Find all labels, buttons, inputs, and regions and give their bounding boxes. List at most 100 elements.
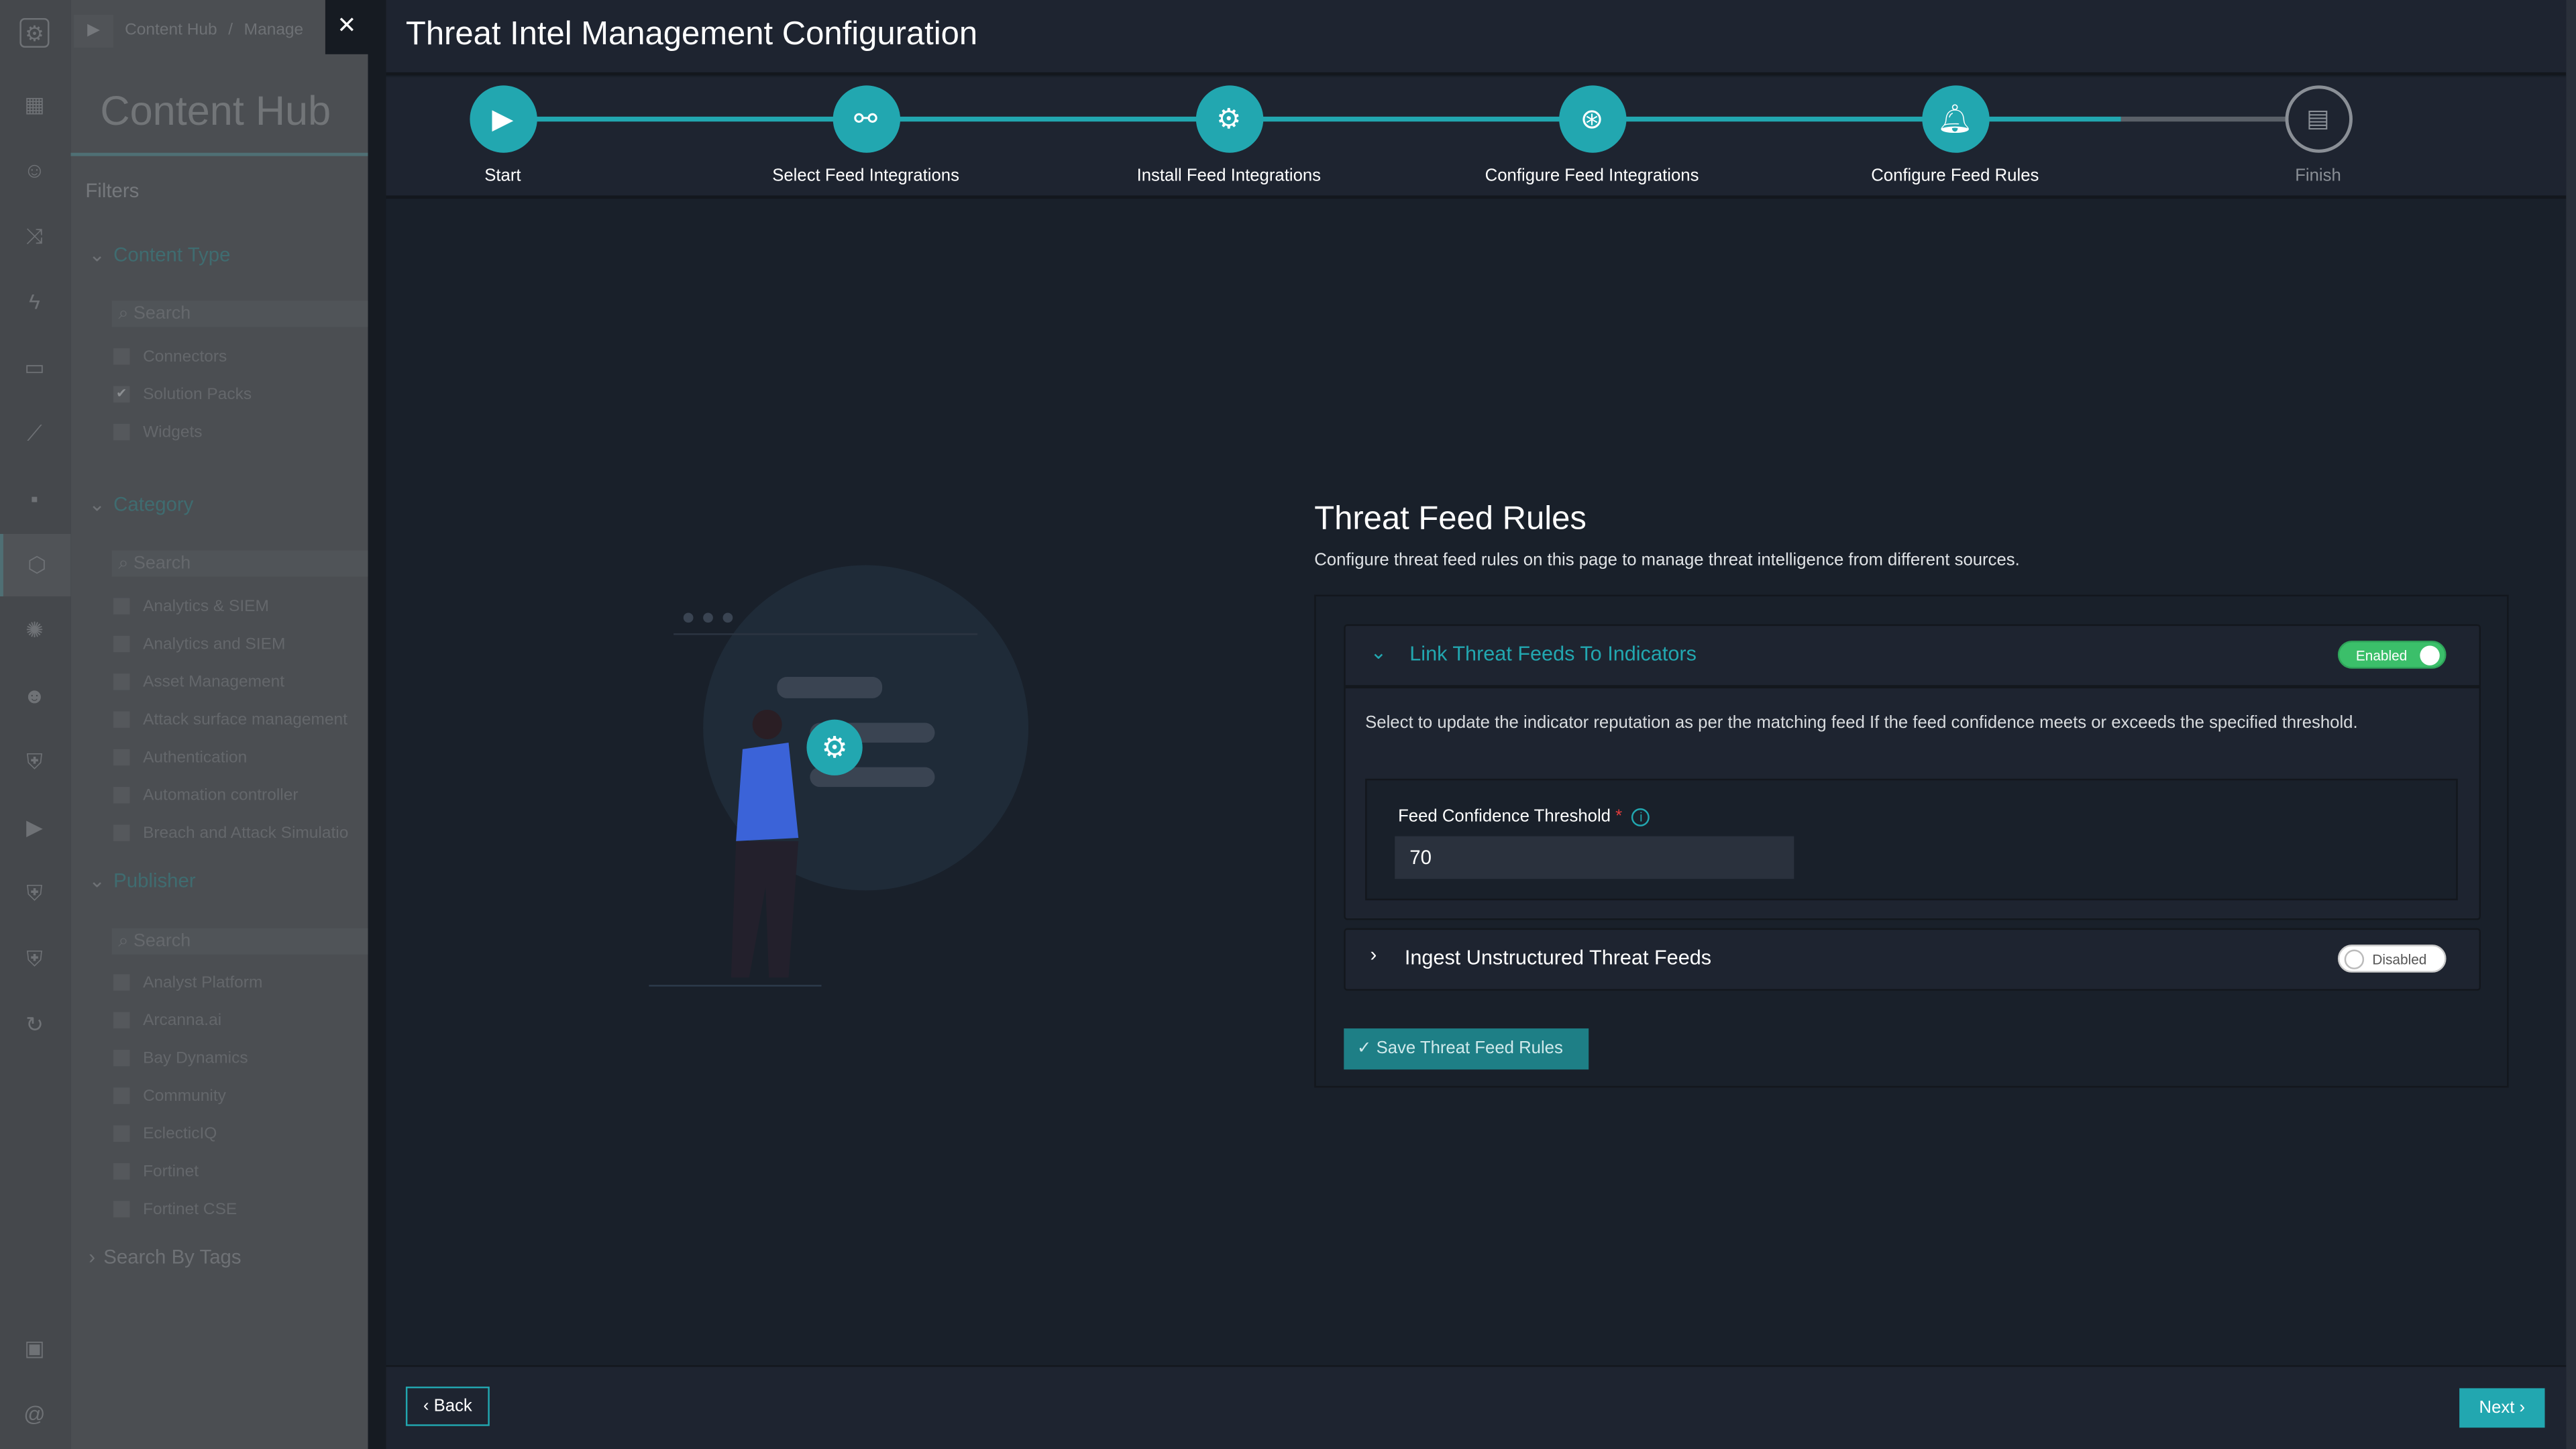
step-label: Configure Feed Rules — [1871, 166, 2039, 186]
section-category[interactable]: ⌄ Category — [89, 493, 193, 516]
scrollbar[interactable] — [2566, 0, 2576, 1449]
enabled-toggle[interactable]: Enabled — [2337, 641, 2447, 669]
disabled-toggle[interactable]: Disabled — [2337, 945, 2447, 973]
next-button[interactable]: Next › — [2459, 1388, 2545, 1428]
category-search[interactable]: ⌕ Search — [111, 550, 368, 577]
step-configure-feed-rules[interactable]: 🔔︎ Configure Feed Rules — [1823, 85, 2086, 186]
checkbox-category[interactable]: Automation controller — [113, 787, 299, 806]
toggle-label: Enabled — [2355, 647, 2408, 664]
checkbox-publisher[interactable]: Community — [113, 1087, 226, 1107]
trash-icon[interactable]: ▣ — [24, 1336, 45, 1360]
checkbox-label: Automation controller — [143, 787, 299, 806]
threshold-input[interactable] — [1395, 836, 1794, 879]
section-label: Category — [113, 492, 194, 516]
panel-title: Content Hub — [100, 89, 331, 135]
checkbox-label: Authentication — [143, 749, 248, 767]
label-text: Feed Confidence Threshold — [1398, 806, 1611, 826]
shuffle-icon[interactable]: ⤨ — [25, 223, 44, 248]
gear-install-icon: ⚙ — [1195, 85, 1263, 153]
checkbox-label: Connectors — [143, 348, 227, 367]
checkbox-publisher[interactable]: Arcanna.ai — [113, 1012, 221, 1032]
expand-button[interactable]: ▶ — [74, 15, 113, 48]
playbook-icon[interactable]: ▶ — [26, 814, 43, 840]
content-hub-icon[interactable]: ⬡ — [0, 533, 71, 596]
back-button[interactable]: ‹ Back — [405, 1386, 490, 1426]
save-threat-feed-rules-button[interactable]: ✓ Save Threat Feed Rules — [1344, 1028, 1589, 1070]
checkbox-category[interactable]: Attack surface management — [113, 711, 347, 731]
widgets-icon[interactable]: ▪ — [30, 486, 39, 511]
checkbox-label: Analyst Platform — [143, 974, 263, 993]
checkbox-publisher[interactable]: Fortinet — [113, 1163, 199, 1183]
chevron-down-icon: ⌄ — [1370, 641, 1387, 664]
checkbox-label: Analytics and SIEM — [143, 635, 286, 654]
checkbox[interactable] — [113, 424, 130, 441]
checkbox-category[interactable]: Asset Management — [113, 674, 284, 693]
settings-icon[interactable]: ✺ — [25, 617, 44, 643]
search-placeholder: Search — [133, 304, 191, 324]
threat-feed-rules-card: ⌄ Link Threat Feeds To Indicators Enable… — [1314, 594, 2509, 1088]
chevron-right-icon: › — [1370, 943, 1377, 967]
progress-line-pending — [2121, 116, 2318, 122]
accordion-header[interactable]: › Ingest Unstructured Threat Feeds Disab… — [1346, 930, 2479, 989]
checkbox-publisher[interactable]: Bay Dynamics — [113, 1050, 248, 1069]
bolt-icon[interactable]: ϟ — [28, 289, 40, 314]
section-label: Content Type — [113, 243, 231, 266]
step-label: Configure Feed Integrations — [1485, 166, 1699, 186]
at-icon[interactable]: @ — [23, 1401, 46, 1426]
configure-icon: ⊛ — [1558, 85, 1626, 153]
content-type-search[interactable]: ⌕ Search — [111, 301, 368, 327]
breadcrumb-content-hub[interactable]: Content Hub — [125, 21, 217, 40]
section-content-type[interactable]: ⌄ Content Type — [89, 243, 230, 266]
checkbox-widgets[interactable]: Widgets — [113, 424, 203, 443]
checkbox-checked[interactable]: ✔ — [113, 386, 130, 403]
briefcase-icon[interactable]: ▭ — [24, 354, 45, 380]
info-icon[interactable]: i — [1631, 808, 1650, 826]
filters-label: Filters — [85, 178, 140, 203]
checkbox-category[interactable]: Authentication — [113, 749, 247, 769]
checkbox-category[interactable]: Analytics and SIEM — [113, 636, 285, 655]
report-icon: ▤ — [2284, 85, 2352, 153]
checkbox-publisher[interactable]: Analyst Platform — [113, 974, 262, 994]
checkbox-category[interactable]: Analytics & SIEM — [113, 598, 269, 617]
section-search-by-tags[interactable]: › Search By Tags — [89, 1245, 241, 1268]
chart-icon[interactable]: ⟋ — [27, 420, 42, 445]
checkbox-category[interactable]: Breach and Attack Simulatio — [113, 824, 348, 844]
accordion-header[interactable]: ⌄ Link Threat Feeds To Indicators Enable… — [1346, 626, 2479, 685]
shield-lock-icon[interactable]: ⛨ — [26, 946, 43, 971]
step-finish[interactable]: ▤ Finish — [2187, 85, 2450, 186]
dashboard-icon[interactable]: ▦ — [24, 92, 45, 117]
button-label: Next — [2479, 1398, 2515, 1418]
wizard: Threat Intel Management Configuration ▶ S… — [386, 0, 2567, 1449]
checkbox-connectors[interactable]: Connectors — [113, 348, 227, 368]
users-icon[interactable]: ☺ — [23, 158, 46, 182]
chevron-right-icon: › — [89, 1245, 96, 1269]
breadcrumb-manage[interactable]: Manage — [244, 21, 304, 40]
checkbox-solution-packs[interactable]: ✔ Solution Packs — [113, 386, 252, 406]
svg-text:⚙: ⚙ — [821, 731, 848, 764]
checkbox[interactable] — [113, 349, 130, 366]
step-label: Finish — [2295, 166, 2341, 186]
gear-icon — [806, 719, 863, 775]
step-select-feed-integrations[interactable]: ⚯ Select Feed Integrations — [735, 85, 998, 186]
chevron-right-icon: › — [2514, 1398, 2526, 1418]
step-start[interactable]: ▶ Start — [371, 85, 634, 186]
section-publisher[interactable]: ⌄ Publisher — [89, 869, 195, 892]
app-logo-icon[interactable]: ⚙ — [19, 17, 50, 48]
step-install-feed-integrations[interactable]: ⚙ Install Feed Integrations — [1097, 85, 1360, 186]
step-configure-feed-integrations[interactable]: ⊛ Configure Feed Integrations — [1460, 85, 1723, 186]
check-icon: ✓ — [1356, 1038, 1377, 1059]
checkbox-publisher[interactable]: EclecticIQ — [113, 1126, 217, 1145]
checkbox-label: Fortinet — [143, 1163, 199, 1181]
team-icon[interactable]: ☻ — [23, 683, 46, 708]
checkbox-publisher[interactable]: Fortinet CSE — [113, 1201, 237, 1220]
search-placeholder: Search — [133, 553, 191, 574]
chevron-down-icon: ⌄ — [89, 492, 105, 516]
sync-icon[interactable]: ↻ — [25, 1012, 44, 1037]
publisher-search[interactable]: ⌕ Search — [111, 928, 368, 955]
accordion-link-threat-feeds: ⌄ Link Threat Feeds To Indicators Enable… — [1344, 624, 2481, 920]
button-label: Back — [433, 1396, 472, 1417]
shield-pulse-icon[interactable]: ⛨ — [26, 880, 43, 906]
close-button[interactable]: ✕ — [325, 0, 368, 54]
shield-bug-icon[interactable]: ⛨ — [26, 749, 43, 774]
checkbox-label: Widgets — [143, 423, 203, 442]
